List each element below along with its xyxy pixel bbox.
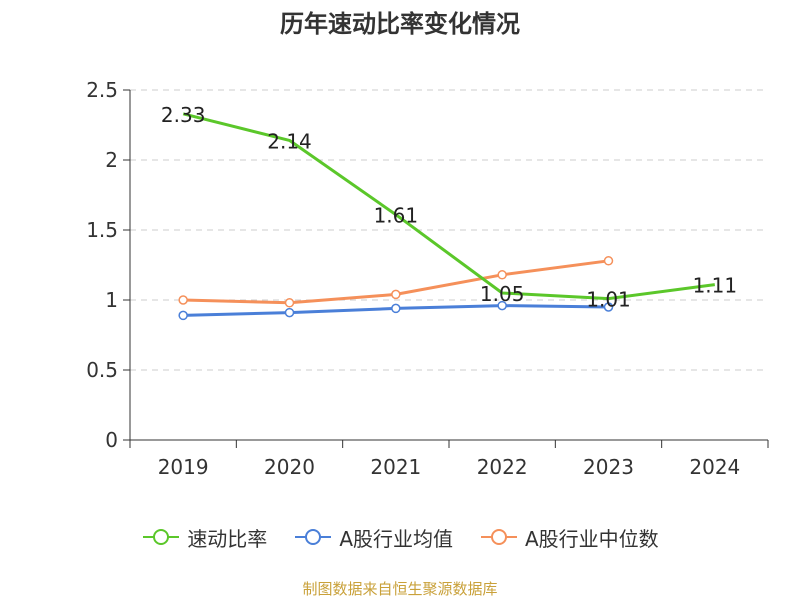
data-label: 2.14 <box>267 129 312 153</box>
source-note: 制图数据来自恒生聚源数据库 <box>302 580 498 598</box>
y-tick-label: 0 <box>105 428 118 452</box>
x-tick-label: 2019 <box>158 455 209 479</box>
series-lines <box>178 112 715 321</box>
axes: 0 0.5 1 1.5 2 2.5 2019 2020 2021 2022 2023 2024 <box>86 78 769 479</box>
data-point <box>391 303 401 314</box>
data-point <box>178 310 188 321</box>
y-tick-label: 1.5 <box>86 218 118 242</box>
series-line <box>182 112 715 301</box>
data-point <box>284 307 295 318</box>
data-label: 1.05 <box>480 282 525 306</box>
data-label: 1.61 <box>374 204 419 228</box>
data-point <box>497 270 507 280</box>
data-labels: 2.33 2.14 1.61 1.05 1.01 1.11 <box>161 103 737 312</box>
data-point <box>497 300 507 311</box>
x-tick-label: 2021 <box>370 455 421 479</box>
x-tick-label: 2022 <box>477 455 528 479</box>
legend[interactable]: 速动比率 A股行业均值 A股行业中位数 <box>0 520 800 554</box>
data-point <box>284 298 295 308</box>
y-tick-label: 1 <box>105 288 118 312</box>
x-tick-label: 2023 <box>583 455 634 479</box>
data-label: 2.33 <box>161 103 206 127</box>
data-point <box>603 256 614 266</box>
legend-item-industry-mean[interactable]: A股行业均值 <box>293 523 453 552</box>
y-tick-label: 0.5 <box>86 358 118 382</box>
legend-label: A股行业均值 <box>339 526 453 551</box>
legend-marker-icon <box>295 529 332 545</box>
legend-marker-icon <box>481 529 517 545</box>
x-tick-label: 2020 <box>264 455 315 479</box>
x-tick-label: 2024 <box>689 455 740 479</box>
data-point <box>178 295 188 305</box>
data-point <box>603 302 614 312</box>
data-point <box>391 289 401 300</box>
grid-lines <box>130 89 768 371</box>
chart-title: 历年速动比率变化情况 <box>280 10 520 38</box>
legend-label: A股行业中位数 <box>525 526 659 551</box>
legend-item-industry-median[interactable]: A股行业中位数 <box>479 523 659 552</box>
legend-label: 速动比率 <box>187 526 268 551</box>
y-tick-label: 2 <box>105 148 118 172</box>
y-tick-label: 2.5 <box>86 78 118 102</box>
data-label: 1.11 <box>693 274 738 298</box>
legend-marker-icon <box>143 529 180 545</box>
legend-item-quick-ratio[interactable]: 速动比率 <box>141 523 267 552</box>
data-label: 1.01 <box>586 288 631 312</box>
